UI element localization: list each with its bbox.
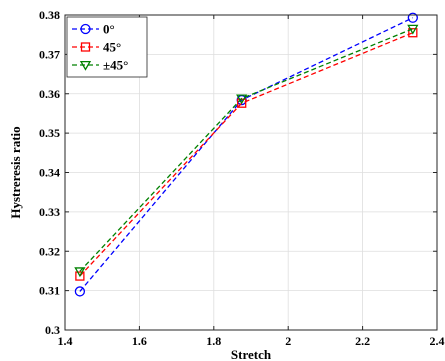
- data-point: [74, 286, 86, 297]
- series-line: [79, 17, 414, 292]
- data-point: [74, 267, 86, 278]
- x-tick-label: 2.4: [430, 334, 445, 348]
- y-tick-label: 0.36: [39, 87, 60, 101]
- legend-marker: [80, 23, 91, 35]
- series-3: [74, 24, 419, 278]
- legend-label: 45°: [103, 40, 121, 55]
- legend-marker: [80, 42, 91, 52]
- x-tick-label: 1.4: [58, 334, 73, 348]
- x-tick-label: 1.6: [132, 334, 147, 348]
- data-point: [407, 24, 419, 35]
- y-tick-label: 0.34: [39, 166, 60, 180]
- x-tick-label: 1.8: [206, 334, 221, 348]
- series-line: [79, 28, 414, 272]
- legend-marker: [79, 60, 92, 71]
- y-tick-label: 0.3: [45, 323, 60, 337]
- y-tick-label: 0.35: [39, 126, 60, 140]
- legend-label: ±45°: [103, 58, 128, 73]
- x-axis-label: Stretch: [231, 347, 272, 361]
- data-point: [407, 12, 418, 23]
- data-point: [75, 271, 85, 281]
- series-layer: [74, 12, 419, 297]
- y-tick-label: 0.37: [39, 47, 60, 61]
- y-axis-label: Hystreresis ratio: [8, 126, 23, 218]
- legend-label: 0°: [103, 22, 115, 37]
- data-point: [236, 94, 248, 105]
- y-tick-label: 0.32: [39, 244, 60, 258]
- y-tick-label: 0.33: [39, 205, 60, 219]
- axis-ticks: 1.4 1.6 1.8 2 2.2 2.4 0.3 0.31 0.32 0.33 0.34 0.35 0…: [39, 8, 445, 348]
- y-tick-label: 0.31: [39, 284, 60, 298]
- y-tick-label: 0.38: [39, 8, 60, 22]
- x-tick-label: 2: [285, 334, 291, 348]
- data-point: [408, 28, 418, 38]
- x-tick-label: 2.2: [355, 334, 370, 348]
- legend: 0° 45° ±45°: [66, 16, 148, 78]
